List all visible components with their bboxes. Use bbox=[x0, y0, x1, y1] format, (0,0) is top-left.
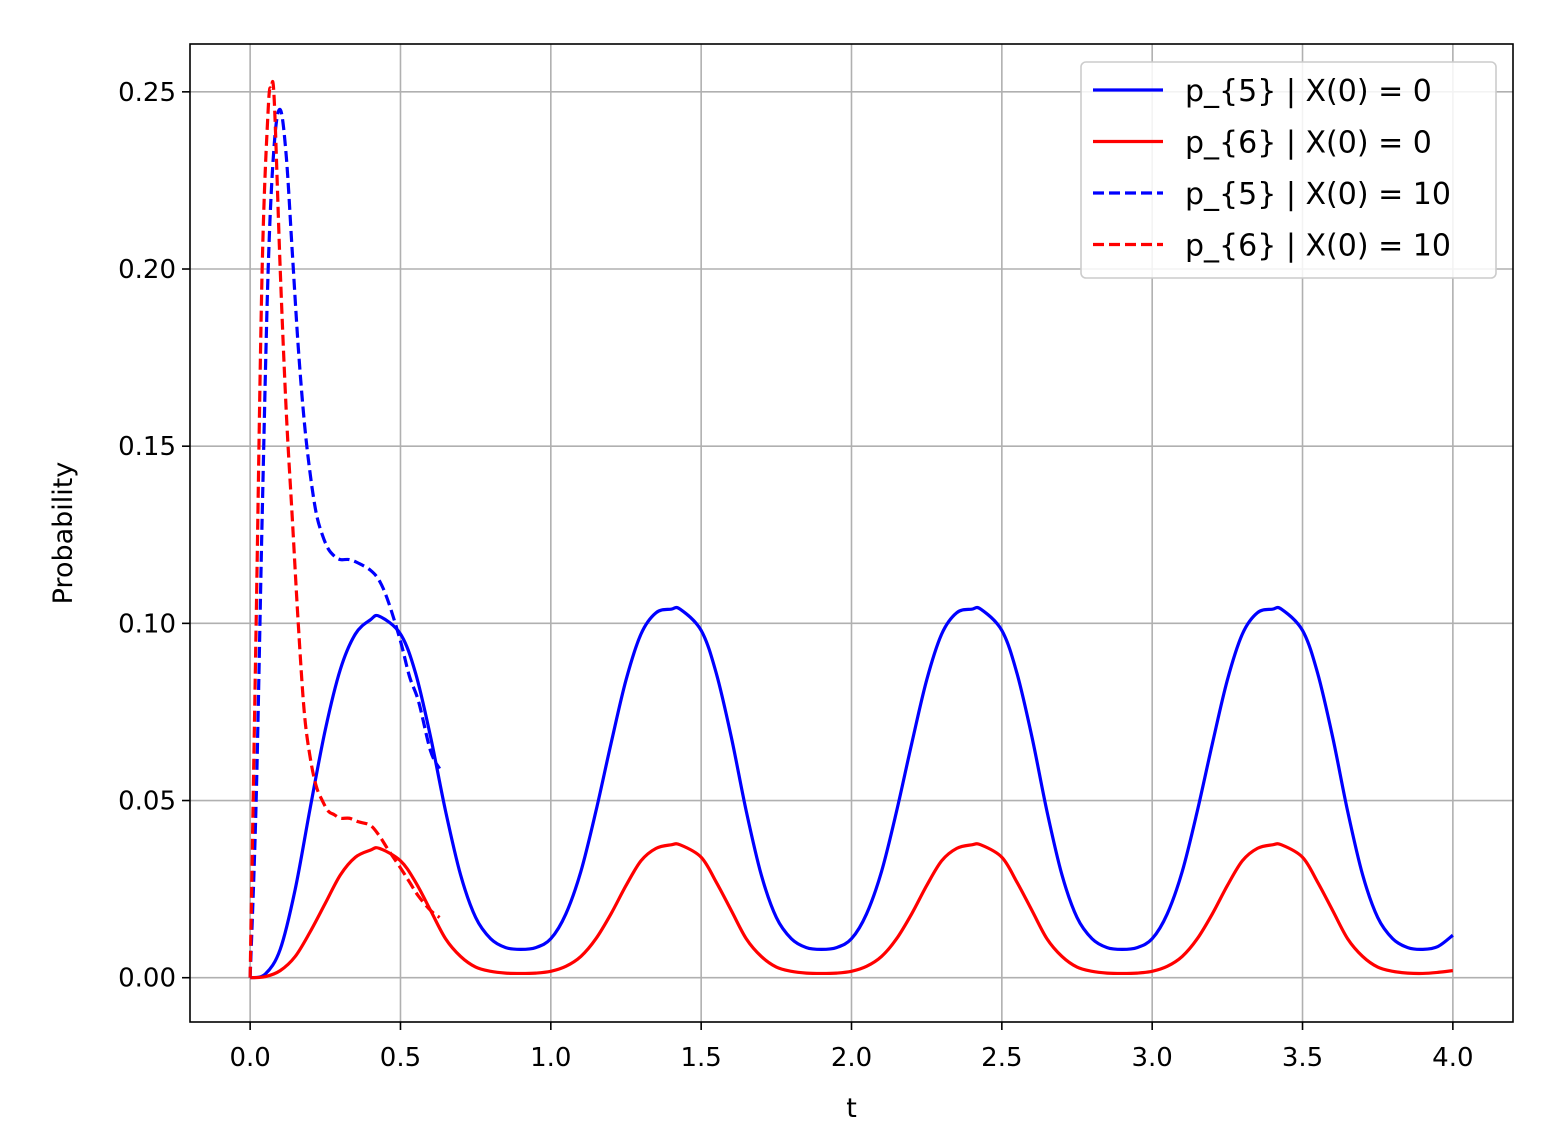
legend-entry-label: p_{6} | X(0) = 10 bbox=[1185, 229, 1451, 264]
series-line-p-5-x-0-10 bbox=[248, 107, 441, 978]
x-tick-label: 1.0 bbox=[530, 1043, 571, 1073]
x-tick-label: 0.5 bbox=[380, 1043, 421, 1073]
y-tick-label: 0.00 bbox=[118, 964, 176, 994]
x-tick-label: 2.5 bbox=[981, 1043, 1022, 1073]
axis-ticks: 0.0 0.5 1.0 1.5 2.0 2.5 3.0 3.5 4.0 0.00 0.05 0.10 0… bbox=[118, 78, 1473, 1073]
x-axis-label: t bbox=[846, 1093, 857, 1124]
y-tick-label: 0.15 bbox=[118, 432, 176, 462]
legend-entry-label: p_{6} | X(0) = 0 bbox=[1185, 126, 1432, 161]
legend-entry-label: p_{5} | X(0) = 0 bbox=[1185, 74, 1432, 109]
y-tick-label: 0.25 bbox=[118, 78, 176, 108]
legend: p_{5} | X(0) = 0 p_{6} | X(0) = 0 p_{5} | … bbox=[1080, 61, 1497, 279]
y-axis-label: Probability bbox=[48, 462, 79, 605]
series-line-p-5-x-0-0 bbox=[249, 605, 1454, 980]
x-tick-label: 2.0 bbox=[831, 1043, 872, 1073]
series-line-p-6-x-0-10 bbox=[248, 80, 441, 978]
series-layer bbox=[248, 80, 1454, 980]
y-tick-label: 0.20 bbox=[118, 255, 176, 285]
y-tick-label: 0.10 bbox=[118, 609, 176, 639]
x-tick-label: 0.0 bbox=[229, 1043, 270, 1073]
y-tick-label: 0.05 bbox=[118, 787, 176, 817]
legend-entry-label: p_{5} | X(0) = 10 bbox=[1185, 177, 1451, 212]
x-tick-label: 1.5 bbox=[680, 1043, 721, 1073]
x-tick-label: 3.5 bbox=[1282, 1043, 1323, 1073]
legend-box bbox=[1080, 61, 1497, 279]
series-line-p-6-x-0-0 bbox=[250, 842, 1454, 980]
x-tick-label: 4.0 bbox=[1432, 1043, 1473, 1073]
x-tick-label: 3.0 bbox=[1132, 1043, 1173, 1073]
